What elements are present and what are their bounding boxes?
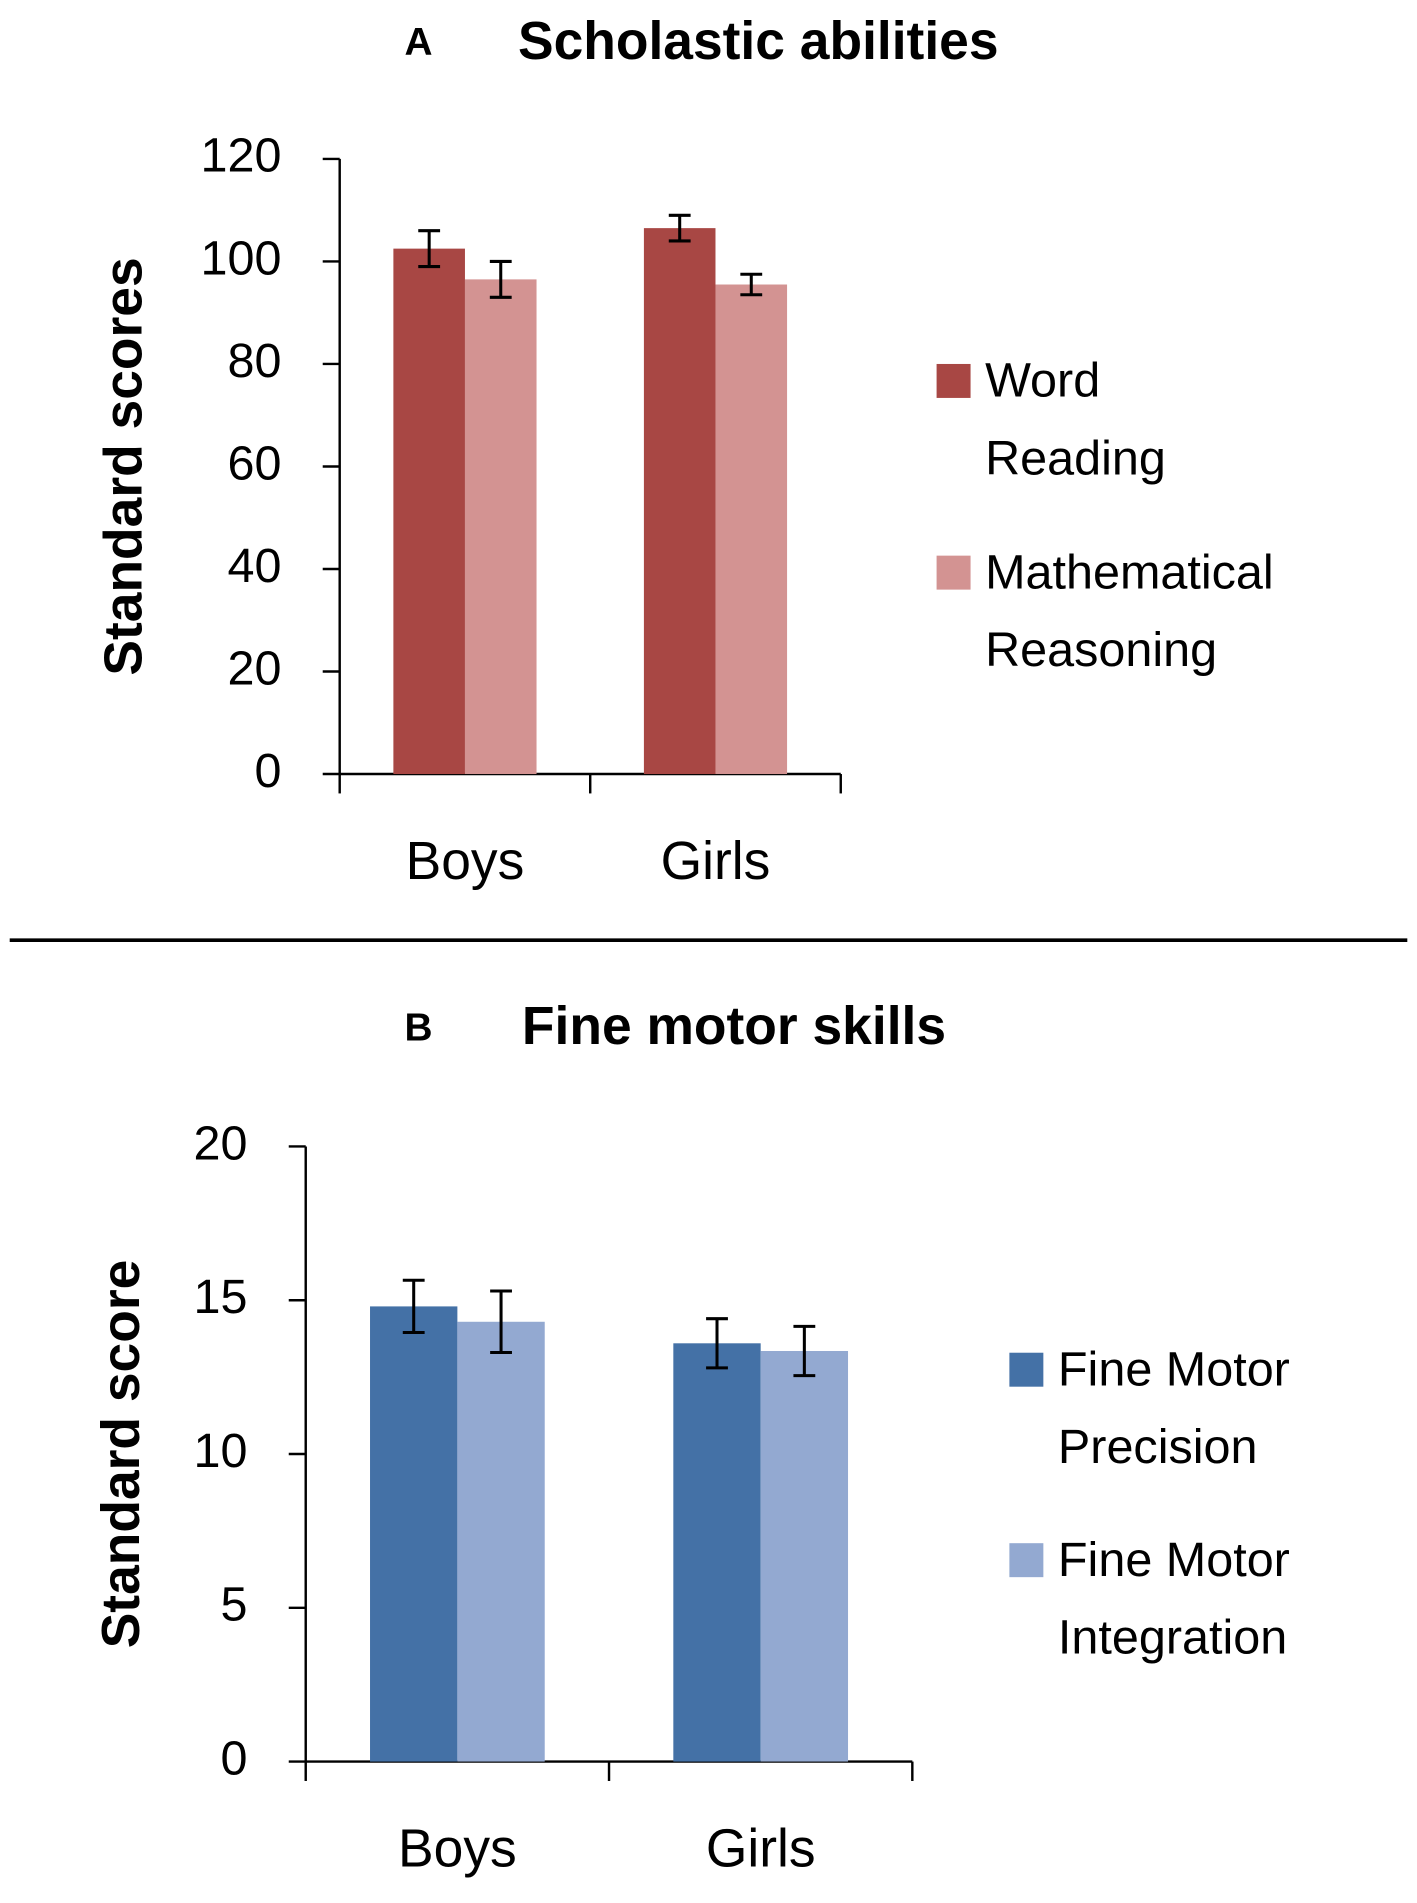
- error-bar: [489, 259, 512, 299]
- error-bar: [418, 229, 441, 269]
- bar: [464, 279, 537, 775]
- y-tick-label: 40: [227, 539, 281, 593]
- bar: [370, 1306, 458, 1762]
- y-tick-label: 20: [227, 641, 281, 695]
- error-bar: [706, 1317, 728, 1370]
- y-tick-label: 20: [194, 1116, 248, 1170]
- y-tick-label: 0: [254, 744, 281, 798]
- y-tick-label: 0: [221, 1731, 248, 1785]
- bar: [393, 248, 465, 775]
- legend-swatch: [936, 555, 971, 590]
- legend-swatch: [1009, 1352, 1044, 1387]
- legend-label: Fine Motor Integration: [1057, 1533, 1290, 1665]
- y-tick-label: 80: [227, 334, 281, 388]
- legend-entry: Fine Motor Precision: [1057, 1343, 1290, 1475]
- bar: [457, 1321, 545, 1762]
- bar: [715, 284, 788, 775]
- bar: [760, 1350, 849, 1762]
- bar: [643, 228, 716, 775]
- y-tick-label: 60: [227, 436, 281, 490]
- error-bar: [402, 1278, 425, 1335]
- x-tick-label: Girls: [661, 832, 771, 891]
- x-tick-label: Girls: [706, 1820, 816, 1879]
- y-axis-label: Standard scores: [94, 257, 153, 675]
- y-tick-label: 5: [221, 1578, 248, 1632]
- error-bar: [490, 1289, 512, 1355]
- y-tick-label: 120: [201, 129, 282, 183]
- chart-title: Fine motor skills: [522, 997, 946, 1056]
- legend-swatch: [1009, 1543, 1044, 1578]
- panel-label: B: [405, 1006, 433, 1049]
- y-axis-label: Standard score: [92, 1260, 151, 1649]
- chart-title: Scholastic abilities: [518, 12, 999, 71]
- figure-content: A Scholastic abilities Standard scores 0 20 4…: [9, 12, 1408, 1879]
- x-tick-label: Boys: [398, 1820, 517, 1879]
- bar: [673, 1343, 761, 1762]
- y-tick-label: 10: [194, 1424, 248, 1478]
- legend-label: Word Reading: [985, 354, 1166, 486]
- error-bar: [668, 213, 691, 243]
- legend-entry: Mathematical Reasoning: [985, 545, 1274, 677]
- legend-entry: Fine Motor Integration: [1057, 1533, 1290, 1665]
- y-tick-label: 100: [201, 231, 282, 285]
- legend-label: Mathematical Reasoning: [985, 545, 1274, 677]
- legend-swatch: [936, 363, 971, 398]
- legend-label: Fine Motor Precision: [1057, 1343, 1290, 1475]
- legend-entry: Word Reading: [985, 354, 1166, 486]
- panel-label: A: [405, 21, 433, 64]
- y-tick-label: 15: [194, 1270, 248, 1324]
- error-bar: [740, 272, 763, 297]
- x-tick-label: Boys: [406, 832, 525, 891]
- error-bar: [793, 1324, 816, 1378]
